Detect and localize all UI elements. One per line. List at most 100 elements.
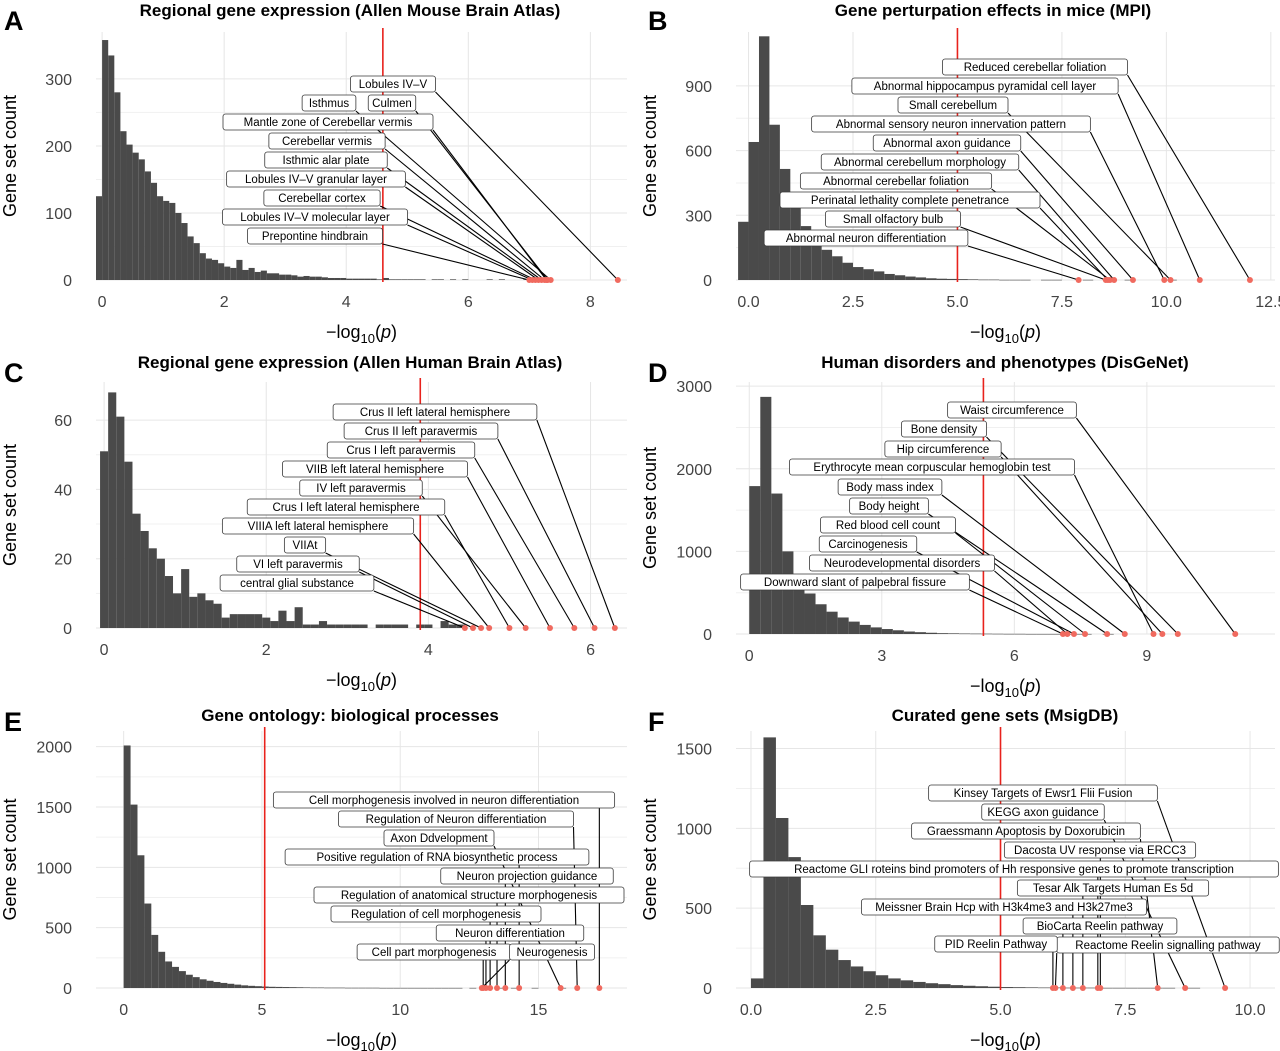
histogram-bar (391, 624, 401, 628)
histogram-bar (213, 981, 221, 988)
annotation-label: Small cerebellum (909, 100, 997, 112)
histogram-bar (420, 987, 428, 989)
histogram-bar (124, 461, 133, 628)
annotation-label: Prepontine hindbrain (262, 231, 368, 243)
histogram-bar (1051, 279, 1062, 281)
gene-set-point (526, 277, 533, 283)
annotation-label: Positive regulation of RNA biosynthetic … (317, 852, 558, 864)
histogram-bar (279, 274, 286, 280)
histogram-bar (315, 276, 322, 280)
gene-set-point (1069, 985, 1076, 991)
annotation-label: Culmen (372, 98, 412, 110)
y-axis-label: Gene set count (0, 798, 20, 920)
annotation-label-box (749, 860, 1279, 878)
gene-set-point (1059, 631, 1066, 637)
histogram-bar (237, 614, 246, 628)
annotation-label-box (299, 479, 423, 497)
gene-set-point (478, 985, 485, 991)
annotation-label: Axon Ddvelopment (390, 833, 488, 845)
histogram-bar (848, 621, 860, 634)
histogram-bar (192, 977, 200, 988)
panel-letter: B (648, 6, 668, 36)
annotation-label: Cell part morphogenesis (372, 947, 497, 959)
annotation-label: Isthmus (309, 98, 350, 110)
histogram-bar (211, 259, 219, 280)
x-tick-label: 4 (342, 294, 351, 311)
x-tick-label: 0.0 (737, 294, 759, 311)
annotation-connector (421, 495, 527, 629)
annotation-label-box (343, 422, 499, 440)
gene-set-point (574, 985, 581, 991)
annotation-label: Kinsey Targets of Ewsr1 Flii Fusion (954, 788, 1133, 800)
y-tick-label: 1500 (676, 742, 712, 759)
x-axis-label: −log10(p) (326, 322, 397, 346)
gene-set-point (611, 625, 618, 631)
annotation-label-box (981, 803, 1105, 821)
histogram-bar (157, 196, 164, 280)
annotation-label-box (1022, 917, 1178, 935)
x-axis-label: −log10(p) (970, 322, 1041, 346)
x-tick-label: 0 (119, 1002, 128, 1019)
annotation-connector (405, 186, 539, 281)
annotation-label: Red blood cell count (836, 520, 941, 532)
annotation-connector (382, 243, 530, 281)
histogram-bar (981, 633, 993, 635)
annotation-label-box (947, 401, 1077, 419)
panel-title: Regional gene expression (Allen Mouse Br… (140, 1, 561, 20)
y-tick-label: 600 (685, 144, 712, 161)
histogram-bar (881, 629, 893, 634)
gene-set-point (1075, 277, 1082, 283)
annotation-label: central glial substance (240, 578, 354, 590)
y-axis-label: Gene set count (640, 447, 660, 569)
histogram-bar (120, 131, 127, 280)
histogram-bar (870, 627, 882, 634)
histogram-bar (1124, 279, 1136, 281)
gene-set-point (1094, 985, 1101, 991)
histogram-bar (873, 271, 885, 280)
annotation-connector (1089, 131, 1165, 281)
histogram-bar (825, 949, 839, 988)
histogram-bar (800, 904, 814, 988)
histogram-bar (1012, 987, 1026, 988)
histogram-bar (838, 960, 851, 988)
histogram-bar (462, 279, 469, 280)
annotation-label: Small olfactory bulb (843, 214, 943, 226)
annotation-label: Abnormal cerebellar foliation (823, 176, 969, 188)
histogram-bar (1036, 633, 1048, 635)
histogram-bar (388, 279, 396, 280)
annotation-label: Reactome Reelin signalling pathway (1075, 940, 1261, 952)
annotation-label: Isthmic alar plate (283, 155, 370, 167)
histogram-bar (925, 983, 939, 988)
histogram-bar (469, 987, 477, 989)
histogram-bar (925, 632, 938, 634)
histogram-bar (221, 617, 230, 628)
annotation-label: VIIAt (293, 540, 319, 552)
histogram-bar (206, 980, 214, 988)
gene-set-point (614, 277, 621, 283)
histogram-bar (1000, 987, 1013, 988)
histogram-bar (957, 279, 968, 280)
annotation-label: Perinatal lethality complete penetrance (811, 195, 1009, 207)
annotation-label-box (326, 441, 476, 459)
histogram-bar (750, 978, 764, 988)
histogram-bar (260, 270, 267, 280)
x-tick-label: 0.0 (740, 1002, 762, 1019)
histogram-bar (1082, 279, 1094, 281)
y-tick-label: 0 (63, 621, 72, 638)
histogram-bar (199, 253, 206, 280)
x-tick-label: 15 (530, 1002, 548, 1019)
annotation-label-box (789, 458, 1075, 476)
histogram-bar (303, 987, 311, 988)
histogram-bar (914, 632, 926, 634)
gene-set-point (1232, 631, 1239, 637)
annotation-label: Downward slant of palpebral fissure (764, 577, 946, 589)
annotation-label-box (1003, 841, 1197, 859)
y-tick-label: 20 (54, 552, 72, 569)
gene-set-point (522, 625, 529, 631)
histogram-bar (386, 987, 394, 989)
histogram-bar (132, 513, 141, 628)
annotation-connector (969, 589, 1064, 635)
annotation-label: Crus II left paravermis (365, 426, 478, 438)
annotation-label-box (246, 498, 446, 516)
x-axis-label: −log10(p) (326, 670, 397, 694)
